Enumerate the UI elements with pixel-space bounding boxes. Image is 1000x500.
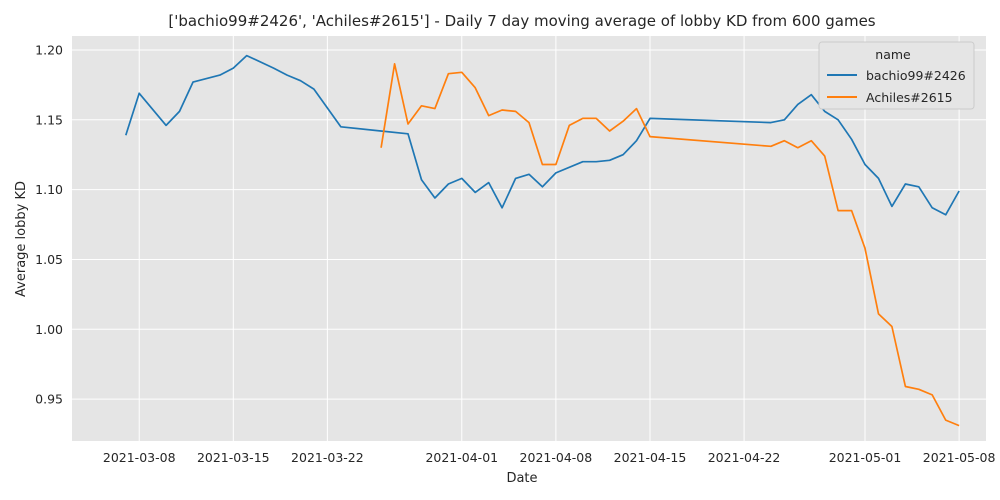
x-tick-label: 2021-04-08 xyxy=(520,450,593,465)
x-tick-label: 2021-03-08 xyxy=(103,450,176,465)
y-axis-label: Average lobby KD xyxy=(14,181,29,297)
x-tick-label: 2021-03-15 xyxy=(197,450,270,465)
y-tick-label: 1.20 xyxy=(35,42,63,57)
x-tick-label: 2021-04-15 xyxy=(614,450,687,465)
y-axis: 0.95 1.00 1.05 1.10 1.15 1.20 xyxy=(35,42,63,406)
chart-title: ['bachio99#2426', 'Achiles#2615'] - Dail… xyxy=(168,12,875,30)
legend-label-bachio: bachio99#2426 xyxy=(866,68,966,83)
y-tick-label: 0.95 xyxy=(35,392,63,407)
legend-title: name xyxy=(875,47,911,62)
legend-box xyxy=(818,41,975,110)
series-line-1 xyxy=(380,63,960,427)
legend: name bachio99#2426 Achiles#2615 xyxy=(818,41,975,110)
x-tick-label: 2021-04-01 xyxy=(425,450,498,465)
y-tick-label: 1.05 xyxy=(35,252,63,267)
series-lines xyxy=(124,54,960,427)
legend-label-achiles: Achiles#2615 xyxy=(866,90,953,105)
y-tick-label: 1.00 xyxy=(35,322,63,337)
x-tick-label: 2021-04-22 xyxy=(708,450,781,465)
x-tick-label: 2021-05-08 xyxy=(923,450,996,465)
y-tick-label: 1.10 xyxy=(35,182,63,197)
x-tick-label: 2021-05-01 xyxy=(829,450,902,465)
x-tick-label: 2021-03-22 xyxy=(291,450,364,465)
series-line-0 xyxy=(124,54,960,216)
y-tick-label: 1.15 xyxy=(35,112,63,127)
x-axis-label: Date xyxy=(506,471,537,486)
x-axis: 2021-03-08 2021-03-15 2021-03-22 2021-04-01… xyxy=(103,450,996,465)
